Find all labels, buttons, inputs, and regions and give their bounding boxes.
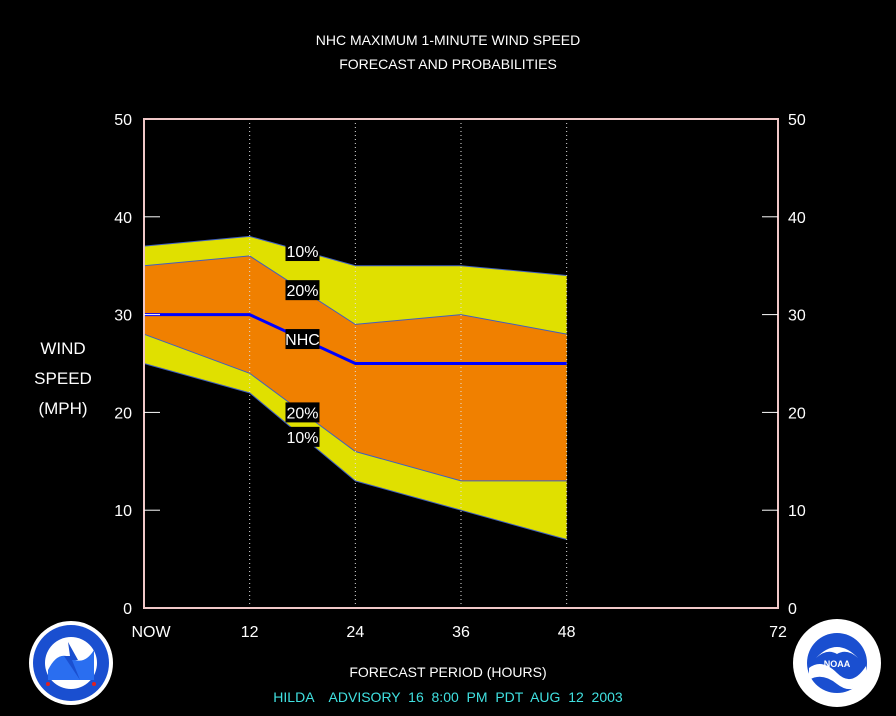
- nws-logo: [29, 621, 113, 705]
- x-tick-label-12: 12: [241, 624, 259, 641]
- y-tick-label-left-30: 30: [114, 308, 132, 325]
- x-tick-label-48: 48: [558, 624, 576, 641]
- chart-subtitle: FORECAST AND PROBABILITIES: [339, 56, 557, 72]
- x-tick-label-NOW: NOW: [131, 624, 171, 641]
- x-tick-label-72: 72: [769, 624, 787, 641]
- series-label-2: NHC: [285, 332, 320, 349]
- plot-frame: [143, 118, 779, 609]
- series-label-3: 20%: [286, 405, 318, 422]
- y-axis-label-line-3: (MPH): [38, 399, 88, 418]
- y-axis-label-line-1: WIND: [40, 339, 86, 358]
- series-label-box-4: [285, 426, 320, 447]
- x-axis-label: FORECAST PERIOD (HOURS): [349, 664, 547, 680]
- series-label-box-0: [285, 241, 320, 262]
- series-label-0: 10%: [286, 244, 318, 261]
- edge-lower-10: [143, 363, 567, 541]
- y-tick-label-right-40: 40: [788, 210, 806, 227]
- y-tick-label-left-20: 20: [114, 405, 132, 422]
- y-tick-label-left-10: 10: [114, 503, 132, 520]
- series-label-box-2: [285, 329, 320, 350]
- noaa-logo: NOAA: [793, 619, 881, 707]
- series-label-1: 20%: [286, 283, 318, 300]
- y-tick-label-right-20: 20: [788, 405, 806, 422]
- y-tick-label-right-10: 10: [788, 503, 806, 520]
- y-tick-label-left-50: 50: [114, 112, 132, 129]
- y-tick-label-right-50: 50: [788, 112, 806, 129]
- advisory-footer: HILDA ADVISORY 16 8:00 PM PDT AUG 12 200…: [273, 689, 623, 705]
- y-tick-label-left-0: 0: [123, 601, 132, 618]
- y-axis-label-line-2: SPEED: [34, 369, 92, 388]
- nhc-forecast-line: [144, 313, 567, 365]
- noaa-logo-text: NOAA: [824, 659, 851, 669]
- x-tick-label-24: 24: [346, 624, 364, 641]
- x-tick-label-36: 36: [452, 624, 470, 641]
- y-tick-label-right-30: 30: [788, 308, 806, 325]
- y-tick-label-right-0: 0: [788, 601, 797, 618]
- series-label-4: 10%: [286, 430, 318, 447]
- band-20-percent: [144, 255, 567, 481]
- edge-upper-20: [143, 255, 567, 335]
- edge-upper-10: [143, 235, 567, 276]
- series-label-box-3: [285, 402, 320, 423]
- series-label-box-1: [285, 280, 320, 301]
- y-tick-label-left-40: 40: [114, 210, 132, 227]
- chart-title: NHC MAXIMUM 1-MINUTE WIND SPEED: [315, 32, 581, 48]
